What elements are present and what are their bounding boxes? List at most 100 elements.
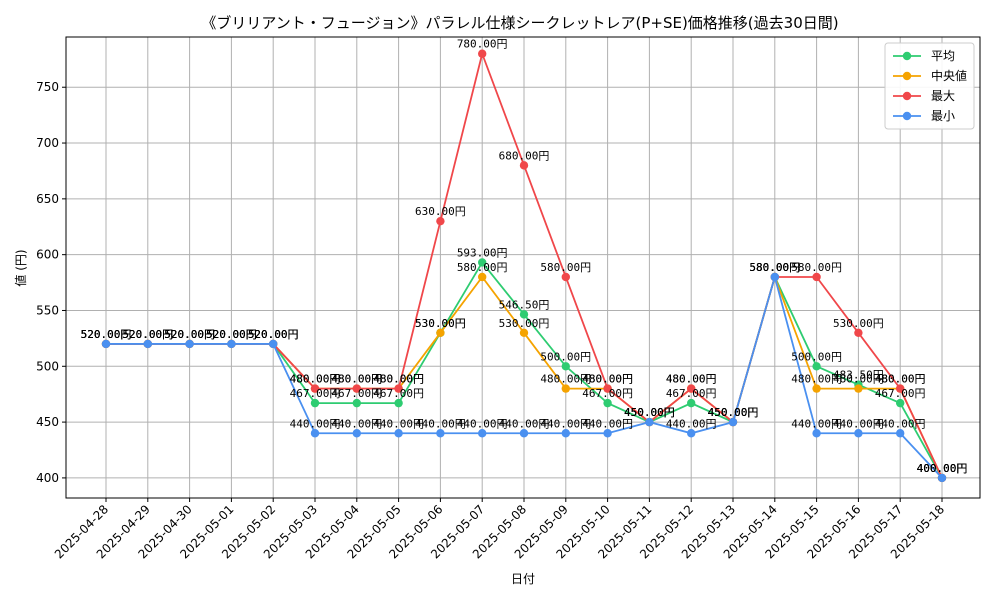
series-0-data-label: 467.00円 bbox=[290, 387, 341, 400]
axis-ticks: 2025-04-282025-04-292025-04-302025-05-01… bbox=[36, 80, 947, 561]
series-3-point bbox=[352, 429, 361, 438]
series-0-data-label: 483.50円 bbox=[833, 369, 884, 382]
y-tick-label: 400 bbox=[36, 471, 59, 485]
series-3-point bbox=[687, 429, 696, 438]
series-2-point bbox=[812, 272, 821, 282]
series-2-point bbox=[561, 272, 570, 282]
series-3-point bbox=[937, 473, 947, 483]
series-0-point bbox=[687, 398, 696, 408]
series-3-data-label: 580.00円 bbox=[749, 261, 800, 274]
x-axis-label: 日付 bbox=[511, 572, 535, 586]
y-tick-label: 500 bbox=[36, 359, 59, 373]
series-0-data-label: 500.00円 bbox=[540, 350, 591, 363]
series-0-point bbox=[896, 398, 905, 408]
series-2-point bbox=[519, 161, 529, 170]
series-0-data-label: 400.00円 bbox=[917, 462, 968, 475]
series-3-data-label: 440.00円 bbox=[415, 417, 466, 430]
series-2-data-label: 520.00円 bbox=[122, 328, 173, 341]
series-2-point bbox=[896, 384, 905, 393]
series-0-data-label: 467.00円 bbox=[875, 387, 926, 400]
data-labels: 520.00円520.00円520.00円520.00円520.00円467.0… bbox=[81, 38, 968, 475]
series-1-point bbox=[436, 328, 445, 337]
series-2-data-label: 680.00円 bbox=[499, 149, 550, 162]
legend-label-2: 最大 bbox=[931, 89, 955, 103]
series-0-data-label: 580.00円 bbox=[749, 261, 800, 274]
series-2-data-label: 580.00円 bbox=[749, 261, 800, 274]
series-2-data-label: 480.00円 bbox=[666, 373, 717, 386]
series-0-data-label: 593.00円 bbox=[457, 246, 508, 259]
series-0-data-label: 467.00円 bbox=[582, 387, 633, 400]
series-3-data-label: 440.00円 bbox=[875, 417, 926, 430]
series-0-point bbox=[561, 362, 570, 371]
series-0-data-label: 450.00円 bbox=[624, 406, 675, 419]
y-tick-label: 700 bbox=[36, 136, 59, 150]
series-3-data-label: 440.00円 bbox=[791, 417, 842, 430]
series-3-data-label: 440.00円 bbox=[457, 417, 508, 430]
series-1-data-label: 480.00円 bbox=[582, 373, 633, 386]
series-2-point bbox=[603, 384, 612, 393]
series-3-data-label: 400.00円 bbox=[917, 462, 968, 475]
series-0-point bbox=[310, 398, 320, 408]
series-3-data-label: 450.00円 bbox=[708, 406, 759, 419]
series-2-data-label: 480.00円 bbox=[373, 373, 424, 386]
series-3-point bbox=[603, 429, 612, 438]
series-0-data-label: 520.00円 bbox=[164, 328, 215, 341]
series-3-data-label: 440.00円 bbox=[373, 417, 424, 430]
y-tick-label: 450 bbox=[36, 415, 59, 429]
series-3-point bbox=[101, 339, 111, 349]
series-3-point bbox=[645, 417, 654, 427]
series-3-point bbox=[185, 339, 194, 349]
series-2-point bbox=[687, 384, 696, 393]
series-1-data-label: 520.00円 bbox=[81, 328, 132, 341]
series-2-data-label: 450.00円 bbox=[708, 406, 759, 419]
series-3-data-label: 520.00円 bbox=[122, 328, 173, 341]
series-1-data-label: 450.00円 bbox=[624, 406, 675, 419]
series-0-data-label: 500.00円 bbox=[791, 350, 842, 363]
series-0-data-label: 520.00円 bbox=[81, 328, 132, 341]
legend-label-1: 中央値 bbox=[931, 68, 967, 83]
series-0-point bbox=[478, 258, 487, 267]
series-0-point bbox=[352, 398, 361, 408]
series-3-point bbox=[561, 429, 570, 438]
series-3-data-label: 440.00円 bbox=[833, 417, 884, 430]
series-3-point bbox=[812, 429, 821, 438]
chart-title: 《ブリリアント・フュージョン》パラレル仕様シークレットレア(P+SE)価格推移(… bbox=[201, 14, 838, 32]
series-1-data-label: 580.00円 bbox=[749, 261, 800, 274]
series-1-point bbox=[561, 384, 570, 393]
series-2-data-label: 480.00円 bbox=[875, 373, 926, 386]
series-1-data-label: 480.00円 bbox=[875, 373, 926, 386]
legend-marker-1 bbox=[902, 71, 912, 81]
series-3-data-label: 520.00円 bbox=[164, 328, 215, 341]
series-2-point bbox=[854, 328, 863, 337]
series-1-data-label: 520.00円 bbox=[248, 328, 299, 341]
series-2-data-label: 480.00円 bbox=[582, 373, 633, 386]
series-2-data-label: 520.00円 bbox=[248, 328, 299, 341]
series-3-point bbox=[227, 339, 236, 349]
series-1-data-label: 480.00円 bbox=[791, 373, 842, 386]
series-3-point bbox=[394, 429, 403, 438]
series-0-data-label: 546.50円 bbox=[499, 298, 550, 311]
series-1-data-label: 530.00円 bbox=[499, 317, 550, 330]
series-2-point bbox=[352, 384, 361, 393]
series-0-point bbox=[519, 310, 529, 319]
series-2-data-label: 580.00円 bbox=[540, 261, 591, 274]
y-tick-label: 650 bbox=[36, 192, 59, 206]
plot-area-frame bbox=[65, 36, 981, 499]
series-1-point bbox=[519, 328, 529, 337]
series-3-point bbox=[478, 429, 487, 438]
legend-marker-2 bbox=[902, 91, 912, 101]
legend-label-0: 平均 bbox=[931, 49, 955, 63]
series-1-point bbox=[854, 384, 863, 393]
series-1-data-label: 480.00円 bbox=[540, 373, 591, 386]
series-3-data-label: 440.00円 bbox=[499, 417, 550, 430]
series-2-data-label: 520.00円 bbox=[164, 328, 215, 341]
series-2-data-label: 530.00円 bbox=[833, 317, 884, 330]
series-1-data-label: 480.00円 bbox=[833, 373, 884, 386]
series-1-data-label: 450.00円 bbox=[708, 406, 759, 419]
series-3-data-label: 440.00円 bbox=[331, 417, 382, 430]
y-tick-label: 750 bbox=[36, 80, 59, 94]
series-0-data-label: 520.00円 bbox=[248, 328, 299, 341]
series-3-point bbox=[436, 429, 445, 438]
